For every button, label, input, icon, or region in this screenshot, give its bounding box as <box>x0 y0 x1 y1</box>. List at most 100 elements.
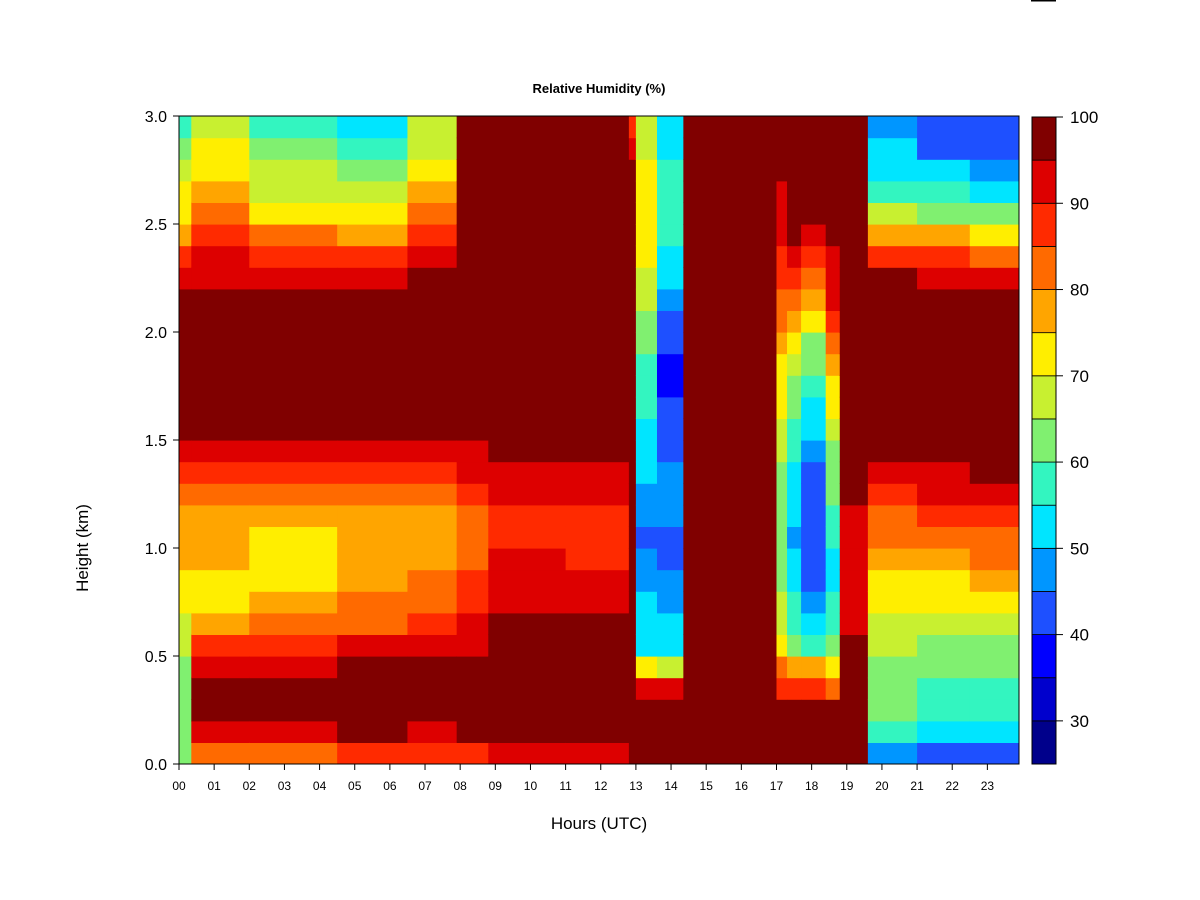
heatmap-cell <box>801 180 827 203</box>
heatmap-cell <box>825 418 841 441</box>
heatmap-cell <box>825 116 841 139</box>
heatmap-cell <box>456 461 489 484</box>
heatmap-cell <box>867 224 918 247</box>
heatmap-cell <box>565 288 630 311</box>
heatmap-cell <box>656 483 684 506</box>
heatmap-cell <box>683 440 778 463</box>
heatmap-cell <box>776 137 788 160</box>
heatmap-cell <box>249 332 338 355</box>
heatmap-cell <box>249 483 338 506</box>
heatmap-cell <box>683 396 778 419</box>
heatmap-cell <box>628 440 637 463</box>
heatmap-cell <box>407 224 458 247</box>
heatmap-cell <box>917 245 971 268</box>
heatmap-cell <box>787 504 802 527</box>
x-tick-label: 22 <box>946 779 960 793</box>
heatmap-cell <box>488 396 567 419</box>
y-tick-label: 0.5 <box>145 649 167 666</box>
heatmap-cell <box>456 656 489 679</box>
heatmap-cell <box>867 202 918 225</box>
heatmap-cell <box>456 159 489 182</box>
heatmap-cell <box>787 656 802 679</box>
heatmap-cell <box>801 353 827 376</box>
heatmap-cell <box>635 159 658 182</box>
heatmap-cell <box>656 418 684 441</box>
heatmap-cell <box>628 634 637 657</box>
heatmap-cell <box>917 418 971 441</box>
heatmap-cell <box>249 461 338 484</box>
heatmap-cell <box>337 591 409 614</box>
heatmap-cell <box>801 310 827 333</box>
heatmap-cell <box>488 267 567 290</box>
heatmap-cell <box>635 548 658 571</box>
heatmap-cell <box>801 526 827 549</box>
heatmap-cell <box>683 742 778 764</box>
heatmap-cell <box>969 526 1019 549</box>
heatmap-cell <box>407 418 458 441</box>
heatmap-cell <box>776 483 788 506</box>
heatmap-cell <box>337 699 409 722</box>
heatmap-cell <box>565 159 630 182</box>
colorbar-tick-label: 90 <box>1070 194 1089 213</box>
heatmap-cell <box>683 548 778 571</box>
heatmap-cell <box>656 720 684 743</box>
heatmap-cell <box>787 612 802 635</box>
heatmap-cell <box>969 267 1019 290</box>
colorbar-swatch <box>1031 461 1057 506</box>
heatmap-cell <box>867 634 918 657</box>
colorbar-swatch <box>1031 677 1057 722</box>
heatmap-cell <box>628 375 637 398</box>
heatmap-cell <box>969 742 1019 764</box>
heatmap-cell <box>628 656 637 679</box>
heatmap-cell <box>179 353 192 376</box>
heatmap-cell <box>776 699 788 722</box>
heatmap-cell <box>565 504 630 527</box>
heatmap-cell <box>787 180 802 203</box>
heatmap-cell <box>683 720 778 743</box>
heatmap-cell <box>867 245 918 268</box>
heatmap-cell <box>656 159 684 182</box>
heatmap-cell <box>407 202 458 225</box>
heatmap-cell <box>635 396 658 419</box>
heatmap-cell <box>656 396 684 419</box>
heatmap-cell <box>683 634 778 657</box>
x-axis-title: Hours (UTC) <box>551 814 647 833</box>
heatmap-cell <box>635 116 658 139</box>
heatmap-cell <box>565 224 630 247</box>
heatmap-cell <box>801 396 827 419</box>
heatmap-cell <box>249 591 338 614</box>
heatmap-cell <box>825 440 841 463</box>
heatmap-cell <box>488 569 567 592</box>
heatmap-cell <box>337 656 409 679</box>
heatmap-cell <box>488 180 567 203</box>
colorbar-swatch <box>1031 418 1057 463</box>
heatmap-cell <box>191 353 250 376</box>
heatmap-cell <box>683 288 778 311</box>
heatmap-cell <box>683 267 778 290</box>
heatmap-cell <box>249 288 338 311</box>
heatmap-cell <box>407 677 458 700</box>
heatmap-cell <box>801 569 827 592</box>
heatmap-cell <box>867 720 918 743</box>
heatmap-cell <box>787 440 802 463</box>
heatmap-cell <box>867 353 918 376</box>
x-tick-label: 01 <box>207 779 221 793</box>
heatmap-cell <box>776 720 788 743</box>
heatmap-cell <box>867 569 918 592</box>
heatmap-cell <box>565 202 630 225</box>
heatmap-cell <box>917 137 971 160</box>
heatmap-cell <box>337 677 409 700</box>
heatmap-cell <box>179 699 192 722</box>
heatmap-cell <box>628 699 637 722</box>
heatmap-cell <box>839 332 869 355</box>
heatmap-cell <box>801 461 827 484</box>
heatmap-cell <box>656 202 684 225</box>
x-tick-label: 13 <box>629 779 643 793</box>
x-tick-label: 11 <box>559 779 572 793</box>
heatmap-cell <box>825 245 841 268</box>
colorbar-swatch <box>1031 634 1057 679</box>
heatmap-cell <box>801 245 827 268</box>
heatmap-cell <box>839 504 869 527</box>
heatmap-cell <box>969 396 1019 419</box>
heatmap-cell <box>488 440 567 463</box>
